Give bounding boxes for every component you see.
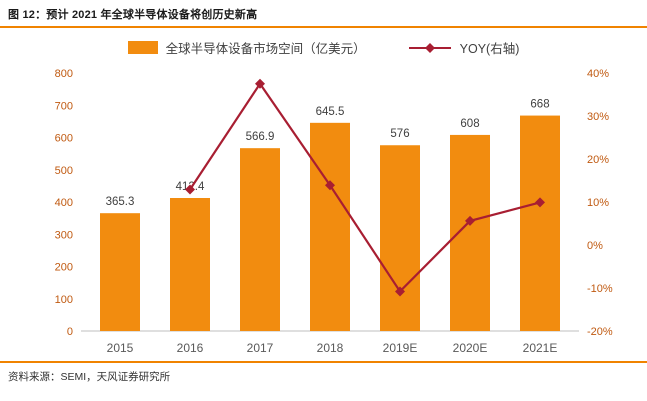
right-axis-tick: 40% bbox=[587, 68, 609, 80]
bar-value-label: 566.9 bbox=[246, 131, 275, 143]
bar bbox=[100, 213, 140, 331]
x-axis-label: 2019E bbox=[383, 341, 418, 355]
right-axis-tick: -20% bbox=[587, 326, 613, 338]
left-axis-tick: 300 bbox=[55, 229, 73, 241]
x-axis-label: 2018 bbox=[317, 341, 344, 355]
bar-value-label: 645.5 bbox=[316, 106, 345, 118]
yoy-marker bbox=[465, 215, 475, 226]
bar-value-label: 365.3 bbox=[106, 196, 135, 208]
source-note: 资料来源：SEMI，天风证券研究所 bbox=[8, 371, 171, 383]
chart-area: 0 100 200 300 400 500 600 700 800 -20% -10% 0% 10% 20… bbox=[0, 59, 647, 361]
figure-title: 图 12：预计 2021 年全球半导体设备将创历史新高 bbox=[8, 9, 258, 21]
x-axis-label: 2017 bbox=[247, 341, 274, 355]
left-axis-tick: 500 bbox=[55, 165, 73, 177]
bar bbox=[520, 115, 560, 331]
yoy-marker bbox=[395, 286, 405, 297]
right-axis-tick: -10% bbox=[587, 283, 613, 295]
legend-item-market-space: 全球半导体设备市场空间（亿美元） bbox=[127, 38, 366, 57]
legend-label-yoy: YOY(右轴) bbox=[459, 42, 520, 56]
yoy-marker bbox=[535, 197, 545, 208]
bar bbox=[450, 134, 490, 331]
bar-line-chart: 0 100 200 300 400 500 600 700 800 -20% -10% 0% 10% 20… bbox=[55, 68, 613, 355]
yoy-marker bbox=[255, 78, 265, 89]
top-divider bbox=[0, 26, 647, 28]
right-axis-tick: 30% bbox=[587, 111, 609, 123]
bar-legend-swatch bbox=[127, 41, 158, 54]
left-axis-tick: 600 bbox=[55, 133, 73, 145]
left-axis-tick: 400 bbox=[55, 197, 73, 209]
bar-value-label: 576 bbox=[390, 128, 409, 140]
bottom-divider bbox=[0, 361, 647, 363]
left-axis-tick: 700 bbox=[55, 100, 73, 112]
bar-value-label: 668 bbox=[530, 99, 549, 111]
left-axis-tick: 100 bbox=[55, 294, 73, 306]
right-axis-tick: 0% bbox=[587, 240, 603, 252]
yoy-line bbox=[189, 81, 541, 294]
bar bbox=[240, 148, 280, 331]
x-axis-label: 2020E bbox=[453, 341, 488, 355]
x-axis-label: 2015 bbox=[107, 341, 134, 355]
x-axis-label: 2016 bbox=[177, 341, 204, 355]
legend-label-market-space: 全球半导体设备市场空间（亿美元） bbox=[165, 42, 366, 56]
yoy-marker bbox=[185, 184, 195, 195]
legend-item-yoy: YOY(右轴) bbox=[408, 38, 520, 57]
left-axis-tick: 800 bbox=[55, 68, 73, 80]
left-axis-tick: 0 bbox=[67, 326, 73, 338]
right-axis-tick: 10% bbox=[587, 197, 609, 209]
bar bbox=[170, 198, 210, 331]
bar-value-label: 608 bbox=[460, 118, 479, 130]
yoy-marker bbox=[325, 180, 335, 191]
left-axis-tick: 200 bbox=[55, 262, 73, 274]
yoy-legend-marker bbox=[408, 42, 451, 53]
bar bbox=[310, 122, 350, 331]
right-axis-tick: 20% bbox=[587, 154, 609, 166]
chart-legend: 全球半导体设备市场空间（亿美元） YOY(右轴) bbox=[0, 38, 647, 57]
bar bbox=[380, 145, 420, 331]
x-axis-label: 2021E bbox=[523, 341, 558, 355]
